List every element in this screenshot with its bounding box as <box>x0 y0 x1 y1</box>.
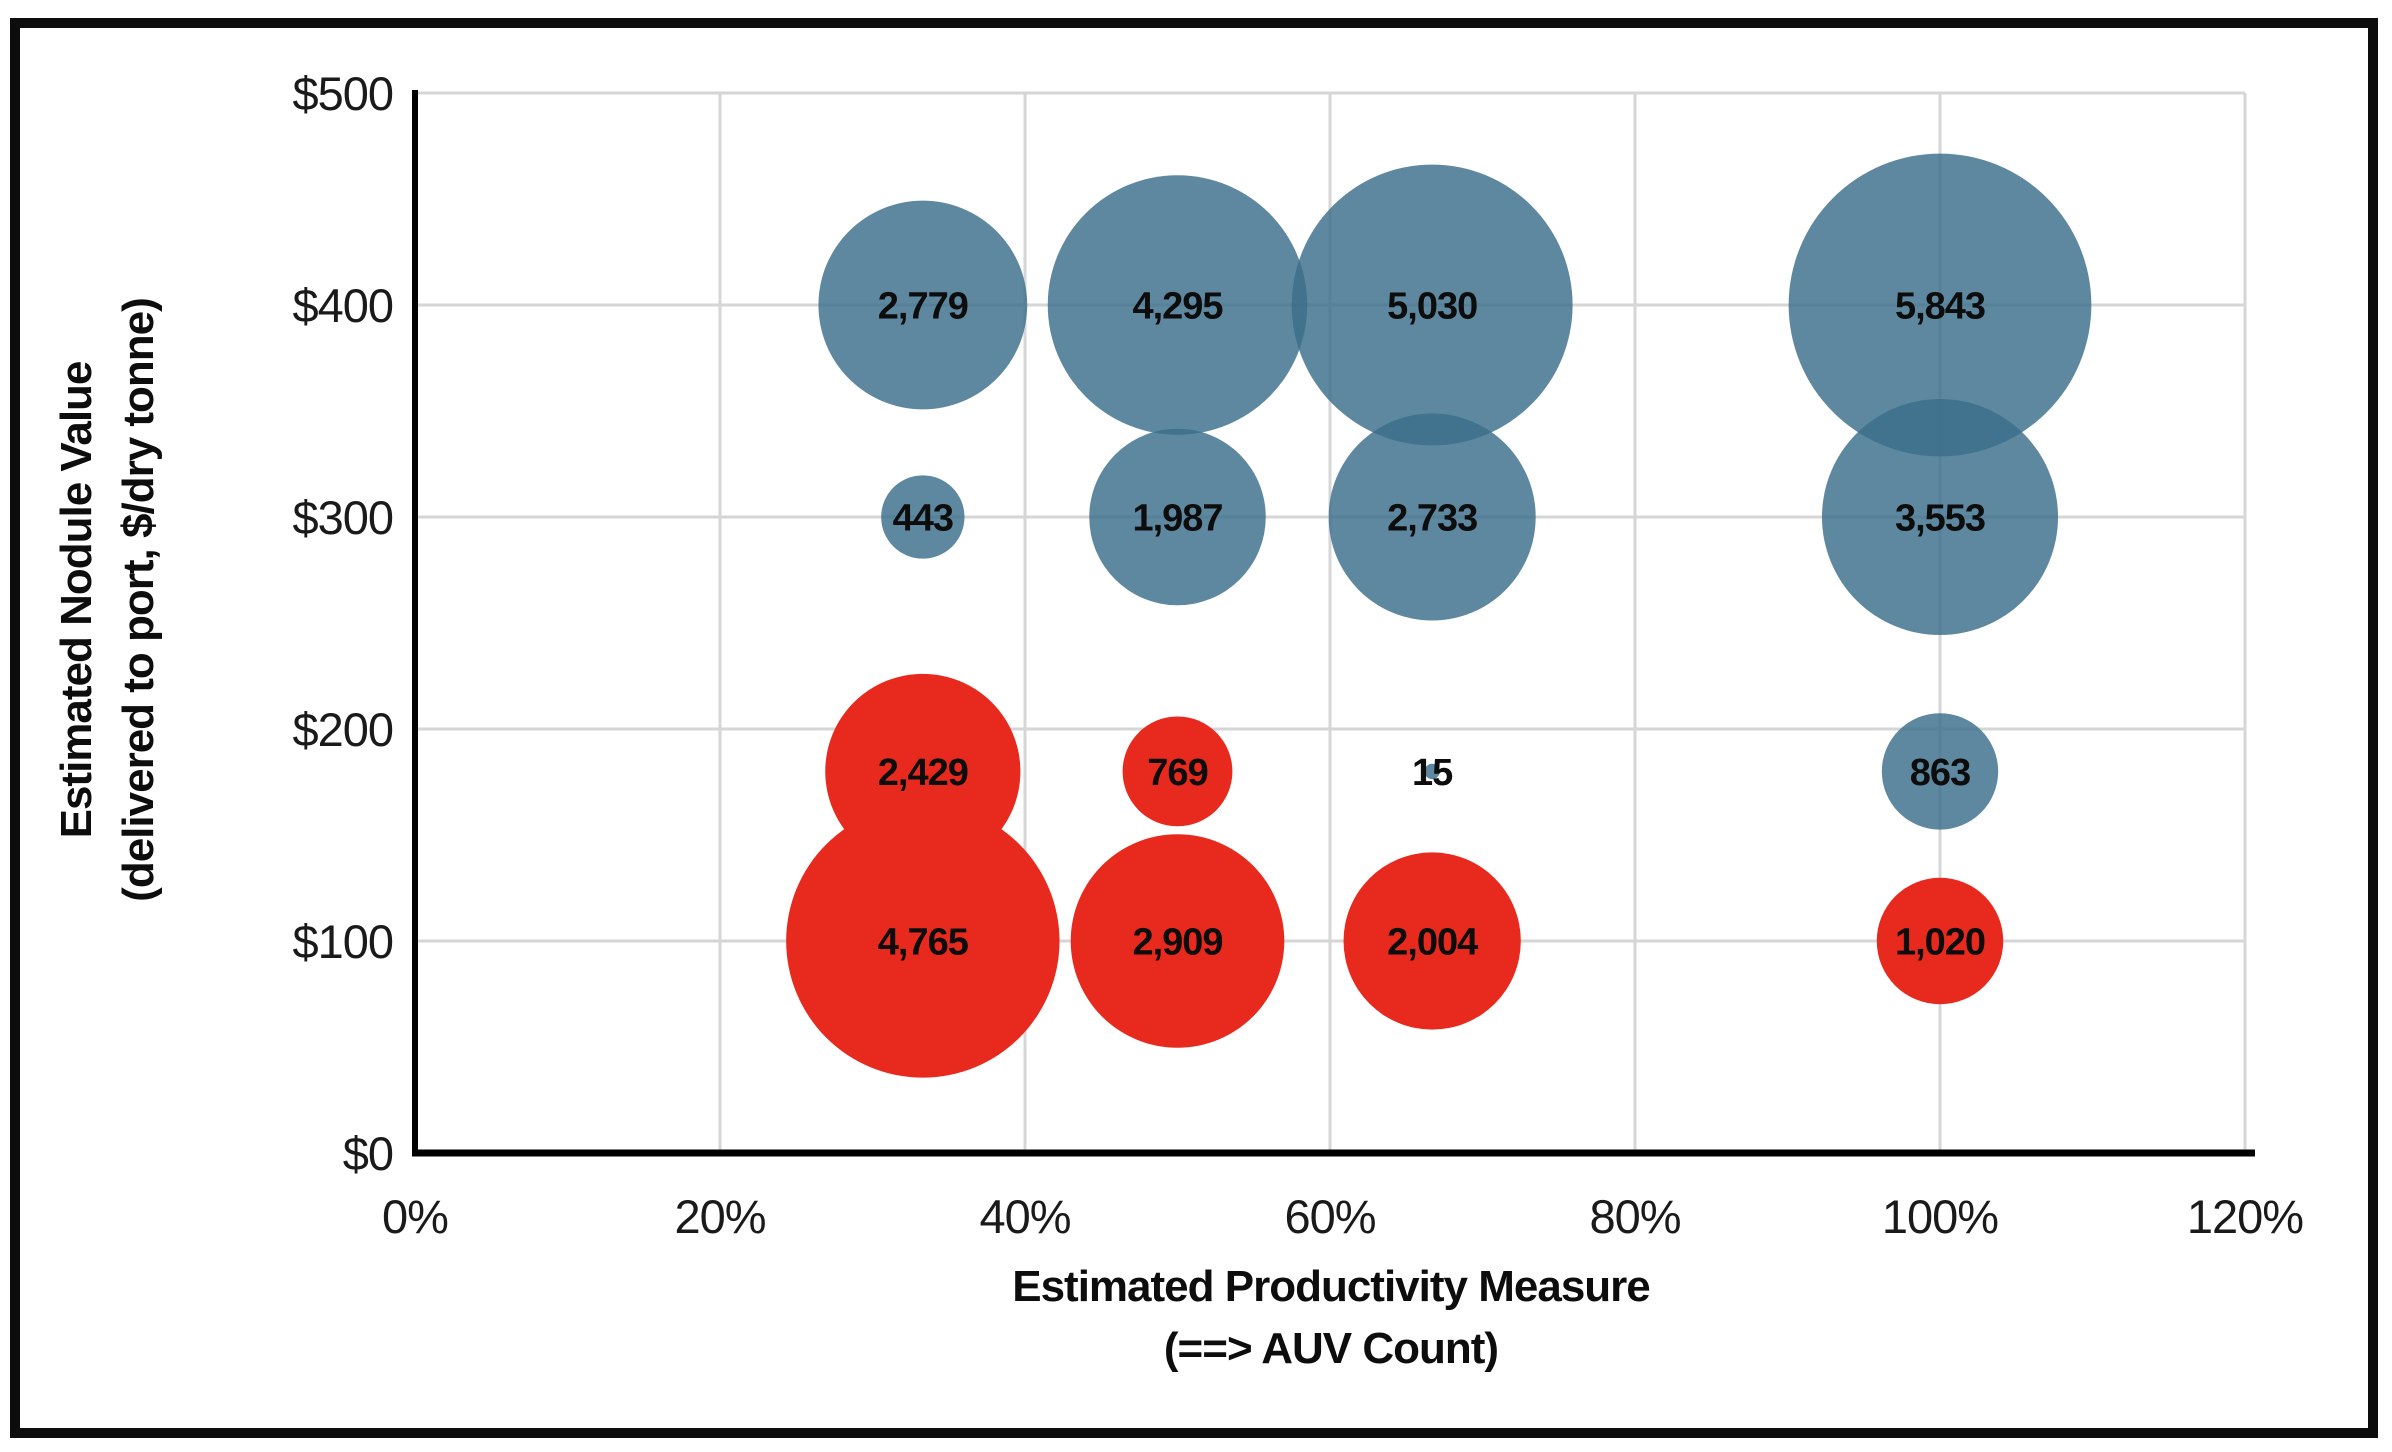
bubble-data-label: 1,987 <box>1132 498 1222 540</box>
bubble-data-label: 15 <box>1412 752 1453 794</box>
y-tick-label: $200 <box>292 703 393 756</box>
bubble <box>1122 716 1233 827</box>
bubble-data-label: 5,843 <box>1895 286 1985 328</box>
x-tick-label: 80% <box>1589 1190 1680 1243</box>
bubble <box>1424 763 1440 780</box>
bubble-data-label: 769 <box>1147 752 1207 794</box>
bubble <box>1343 852 1521 1030</box>
y-axis-title-line1: Estimated Nodule Value <box>52 361 101 839</box>
y-tick-label: $500 <box>292 67 393 120</box>
bubble <box>818 200 1028 410</box>
bubble-data-label: 2,733 <box>1387 498 1477 540</box>
bubble <box>1047 175 1308 435</box>
bubble <box>1821 398 2059 636</box>
x-axis-title-line1: Estimated Productivity Measure <box>1012 1262 1651 1311</box>
x-tick-label: 60% <box>1284 1190 1375 1243</box>
bubble-data-label: 2,909 <box>1132 922 1222 964</box>
bubble-data-label: 1,020 <box>1895 922 1985 964</box>
bubble <box>1089 428 1266 606</box>
y-tick-label: $400 <box>292 279 393 332</box>
bubble <box>1328 413 1536 621</box>
bubble-data-label: 2,779 <box>878 286 968 328</box>
y-tick-label: $0 <box>343 1127 393 1180</box>
x-axis-title: Estimated Productivity Measure (==> AUV … <box>531 1256 2131 1380</box>
bubble <box>881 475 965 559</box>
bubble <box>1876 877 2004 1005</box>
bubble <box>1291 164 1573 446</box>
bubble-data-label: 4,295 <box>1132 286 1223 328</box>
bubble-data-label: 2,429 <box>878 752 968 794</box>
x-tick-label: 100% <box>1882 1190 1998 1243</box>
x-tick-label: 120% <box>2187 1190 2303 1243</box>
x-tick-label: 0% <box>382 1190 448 1243</box>
y-tick-label: $100 <box>292 915 393 968</box>
y-axis-title-line2: (delivered to port, $/dry tonne) <box>114 298 163 902</box>
y-axis-title: Estimated Nodule Value (delivered to por… <box>46 298 170 902</box>
bubble <box>786 804 1060 1078</box>
x-axis-title-line2: (==> AUV Count) <box>1163 1324 1499 1373</box>
y-tick-label: $300 <box>292 491 393 544</box>
x-tick-label: 40% <box>979 1190 1070 1243</box>
bubble <box>1070 834 1285 1048</box>
bubble-data-label: 443 <box>893 498 953 540</box>
x-tick-label: 20% <box>674 1190 765 1243</box>
bubble <box>1881 713 1999 830</box>
bubble-data-label: 863 <box>1910 752 1970 794</box>
bubble-data-label: 3,553 <box>1895 498 1985 540</box>
bubble-data-label: 4,765 <box>878 922 969 964</box>
bubble-data-label: 2,004 <box>1387 922 1478 964</box>
bubble-data-label: 5,030 <box>1387 286 1477 328</box>
bubble <box>1788 153 2092 457</box>
